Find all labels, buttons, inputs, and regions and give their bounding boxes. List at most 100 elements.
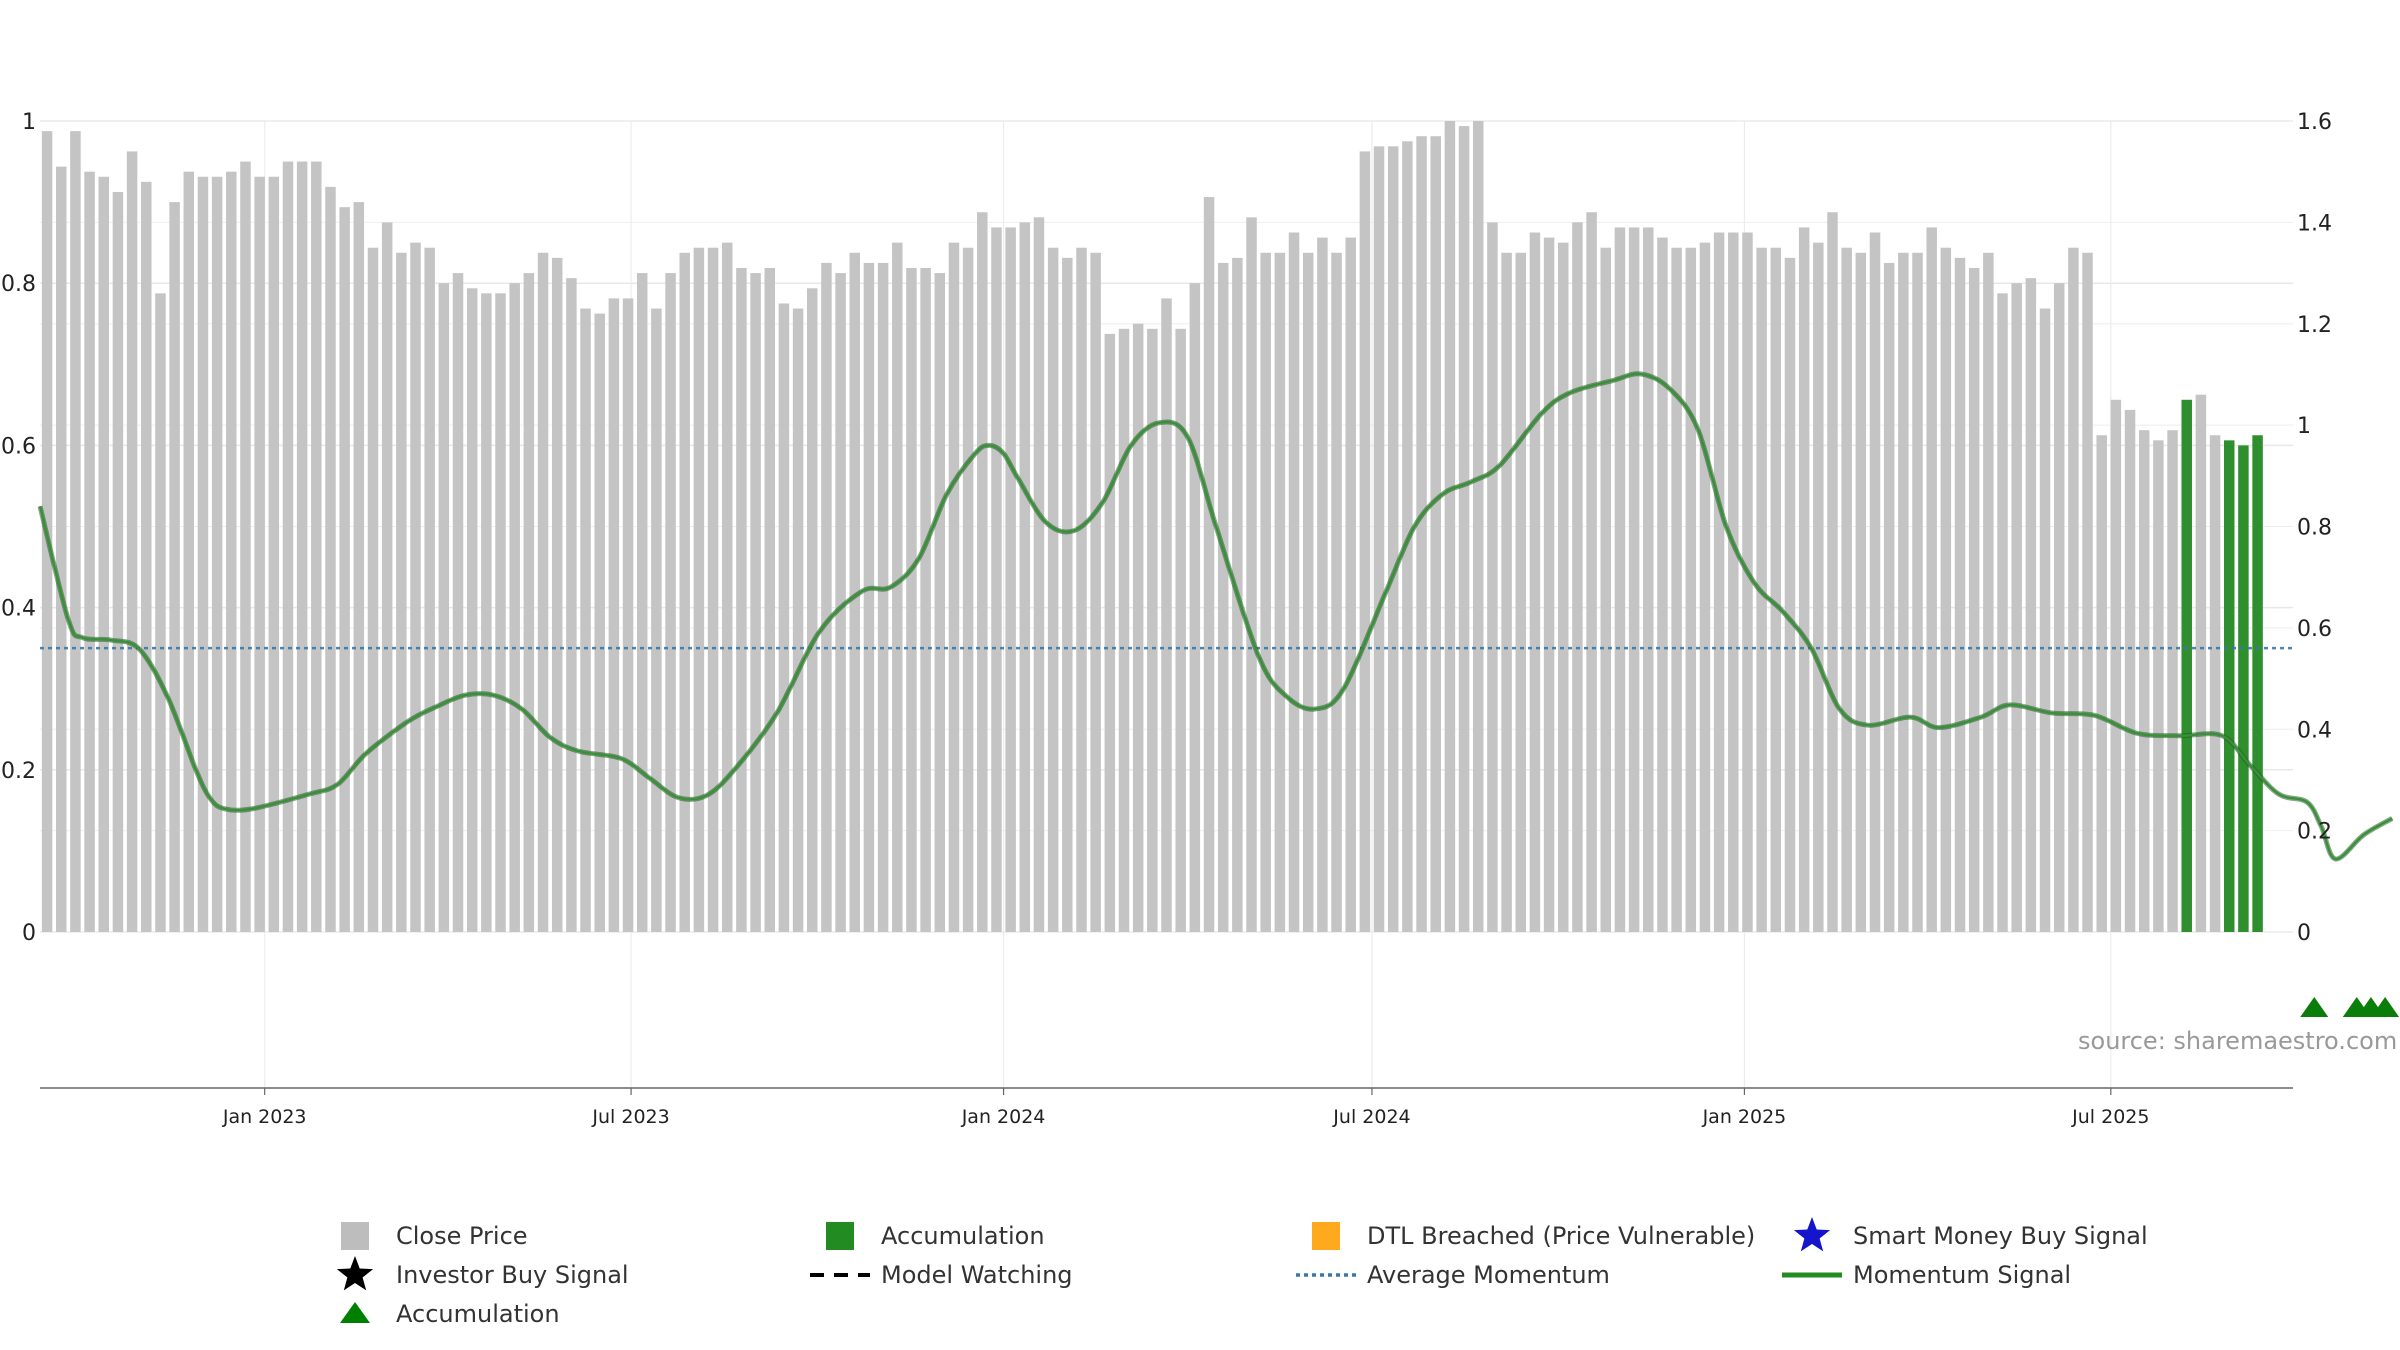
close-price-bar: [1728, 232, 1739, 932]
close-price-bar: [1005, 227, 1016, 932]
close-price-bar: [98, 176, 110, 932]
close-price-bar: [2153, 440, 2164, 932]
legend-avg_mom-label: Average Momentum: [1367, 1261, 1610, 1289]
close-price-bar: [2039, 308, 2051, 932]
close-price-bar: [1600, 247, 1612, 933]
close-price-bar: [962, 247, 974, 933]
close-price-bar: [1968, 267, 1980, 932]
legend-close-label: Close Price: [396, 1222, 528, 1250]
left-axis-tick-label: 1: [22, 110, 36, 135]
close-price-bar: [906, 267, 917, 932]
close-price-bar: [1175, 328, 1186, 932]
right-axis-tick-label: 0.4: [2297, 718, 2332, 743]
close-price-bar: [580, 308, 591, 932]
close-price-bar: [466, 288, 478, 932]
close-price-bar: [2068, 247, 2079, 933]
close-price-bar: [1586, 212, 1597, 933]
legend-dtl-swatch: [1312, 1222, 1340, 1250]
close-price-bar: [807, 288, 818, 932]
close-price-bar: [1643, 227, 1654, 932]
close-price-bar: [2167, 430, 2178, 932]
accumulation-bar: [2223, 440, 2235, 932]
legend-accum_bar-swatch: [826, 1222, 854, 1250]
close-price-bar: [452, 273, 464, 932]
close-price-bar: [1770, 247, 1782, 933]
close-price-bar: [778, 303, 790, 933]
close-price-bar: [1940, 247, 1952, 933]
close-price-bar: [1147, 328, 1158, 932]
close-price-bar: [197, 176, 209, 932]
x-axis-tick-label: Jul 2025: [2071, 1106, 2149, 1128]
accumulation-triangle-marker: [2300, 997, 2329, 1017]
close-price-bar: [1614, 227, 1626, 932]
accumulation-bar: [2181, 399, 2192, 932]
close-price-bar: [1954, 257, 1966, 932]
x-axis-tick-label: Jul 2023: [591, 1106, 669, 1128]
legend-investor_buy-label: Investor Buy Signal: [396, 1261, 629, 1289]
momentum-line-outline: [37, 371, 2394, 862]
x-axis-tick-label: Jan 2023: [222, 1106, 307, 1128]
close-price-bar: [1430, 136, 1441, 932]
right-axis-tick-label: 0: [2297, 921, 2311, 946]
x-axis-tick-label: Jan 2024: [961, 1106, 1046, 1128]
close-price-bar: [1869, 232, 1881, 932]
close-price-bar: [155, 293, 166, 933]
close-price-bar: [311, 161, 322, 933]
close-price-bar: [56, 166, 67, 932]
close-price-bar: [1062, 257, 1073, 932]
close-price-bar: [608, 298, 620, 932]
close-price-bar: [1033, 217, 1045, 932]
close-price-bar: [849, 252, 861, 933]
close-price-bar: [693, 247, 705, 933]
close-price-bar: [1713, 232, 1725, 932]
close-price-bar: [1246, 217, 1257, 932]
close-price-bar: [70, 131, 81, 932]
close-price-bar: [1472, 121, 1484, 932]
close-price-bar: [1997, 293, 2008, 933]
close-price-bar: [226, 171, 237, 932]
close-price-bar: [396, 252, 407, 933]
close-price-bar: [948, 242, 960, 932]
legend-dtl-label: DTL Breached (Price Vulnerable): [1367, 1222, 1755, 1250]
close-price-bar: [537, 252, 549, 933]
close-price-bar: [410, 242, 421, 932]
close-price-bar: [2124, 409, 2136, 932]
right-axis-tick-label: 0.2: [2297, 820, 2332, 845]
close-price-bar: [863, 262, 875, 932]
left-axis-tick-label: 0.2: [1, 759, 36, 784]
close-price-bar: [1813, 242, 1824, 932]
legend-mom-label: Momentum Signal: [1853, 1261, 2071, 1289]
close-price-bar: [1983, 252, 1994, 933]
accumulation-bar: [2252, 435, 2263, 932]
close-price-bar: [1529, 232, 1541, 932]
close-price-bar: [1274, 252, 1286, 933]
close-price-bar: [1657, 237, 1668, 932]
close-price-bar: [1685, 247, 1697, 933]
close-price-bar: [325, 186, 336, 932]
close-price-bar: [141, 181, 152, 932]
close-price-bar: [1217, 262, 1229, 932]
right-axis-tick-label: 0.6: [2297, 617, 2332, 642]
close-price-bar: [1359, 151, 1371, 932]
close-price-bar: [1883, 262, 1895, 932]
legend-smart_money-star-icon: [1793, 1217, 1831, 1252]
close-price-bar: [892, 242, 903, 932]
legend-investor_buy-star-icon: [336, 1256, 374, 1291]
right-axis-tick-label: 1: [2297, 414, 2311, 439]
close-price-bar: [495, 293, 506, 933]
close-price-bar: [1345, 237, 1356, 932]
close-price-bar: [877, 262, 889, 932]
close-price-bar: [1501, 252, 1512, 933]
close-price-bar: [821, 262, 832, 932]
close-price-bar: [934, 273, 946, 932]
close-price-bar: [1189, 283, 1201, 932]
close-price-bar: [1487, 222, 1498, 932]
close-price-bar: [2025, 278, 2037, 932]
close-price-bar: [1855, 252, 1867, 933]
close-price-bar: [1628, 227, 1640, 932]
close-price-bar: [84, 171, 95, 932]
close-price-bar: [211, 176, 223, 932]
close-price-bar: [296, 161, 308, 933]
close-price-bar: [1841, 247, 1852, 933]
